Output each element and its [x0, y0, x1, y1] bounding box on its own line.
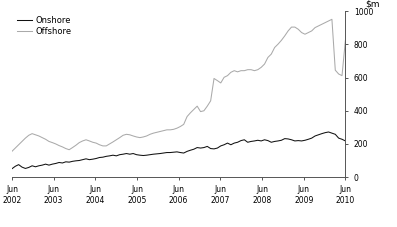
- Onshore: [326, 131, 331, 133]
- Offshore: [326, 20, 331, 22]
- Onshore: [343, 140, 348, 142]
- Line: Offshore: Offshore: [12, 19, 345, 151]
- Onshore: [87, 158, 92, 161]
- Legend: Onshore, Offshore: Onshore, Offshore: [16, 15, 72, 36]
- Onshore: [181, 152, 186, 154]
- Offshore: [181, 123, 186, 126]
- Offshore: [316, 25, 321, 27]
- Offshore: [208, 99, 213, 102]
- Offshore: [10, 150, 14, 153]
- Offshore: [343, 39, 348, 42]
- Onshore: [208, 147, 213, 150]
- Offshore: [330, 18, 334, 21]
- Onshore: [10, 168, 14, 170]
- Onshore: [330, 132, 334, 135]
- Onshore: [73, 159, 78, 162]
- Offshore: [87, 140, 92, 142]
- Onshore: [316, 133, 321, 136]
- Offshore: [73, 144, 78, 147]
- Line: Onshore: Onshore: [12, 132, 345, 169]
- Y-axis label: $m: $m: [365, 0, 379, 8]
